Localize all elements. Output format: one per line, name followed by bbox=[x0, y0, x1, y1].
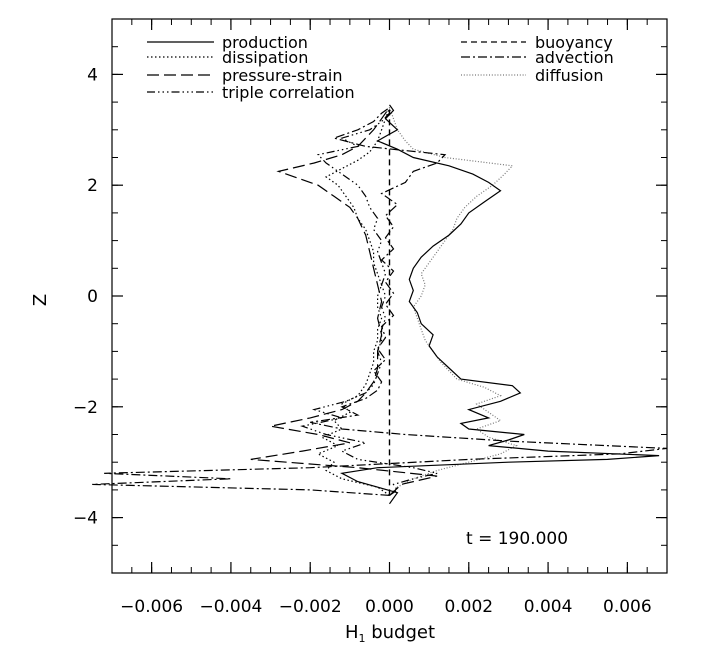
series-line-advection bbox=[92, 107, 668, 496]
y-tick-label: −2 bbox=[73, 398, 98, 418]
legend-label-diffusion: diffusion bbox=[535, 66, 603, 85]
legend-label-production: production bbox=[222, 33, 308, 52]
legend: productiondissipationpressure-straintrip… bbox=[147, 33, 614, 102]
series-line-dissipation bbox=[316, 107, 391, 496]
x-tick-label: 0.006 bbox=[603, 597, 652, 617]
legend-label-buoyancy: buoyancy bbox=[535, 33, 613, 52]
y-tick-label: −4 bbox=[73, 509, 98, 529]
x-tick-label: −0.004 bbox=[199, 597, 262, 617]
axes: −0.006 −0.004 −0.002 0.000 0.002 0.004 0.006 −4… bbox=[73, 18, 668, 617]
x-axis-label-main: H bbox=[345, 622, 359, 643]
y-axis-label: Z bbox=[30, 294, 51, 306]
x-tick-label: 0.004 bbox=[524, 597, 573, 617]
x-axis-label: H1 budget bbox=[345, 622, 435, 645]
legend-label-triple-correlation: triple correlation bbox=[222, 83, 355, 102]
legend-label-advection: advection bbox=[535, 48, 614, 67]
x-axis-label-sub: 1 bbox=[359, 632, 366, 645]
series-line-diffusion bbox=[388, 107, 518, 496]
y-tick-label: 4 bbox=[87, 65, 98, 85]
series-line-pressure-strain bbox=[250, 107, 438, 496]
series-layer bbox=[92, 104, 668, 505]
annotation-time: t = 190.000 bbox=[466, 529, 568, 549]
series-line-production bbox=[340, 104, 660, 505]
x-axis-label-rest: budget bbox=[366, 622, 436, 643]
x-tick-label: 0.002 bbox=[444, 597, 493, 617]
x-tick-label: −0.002 bbox=[279, 597, 342, 617]
x-tick-label: −0.006 bbox=[120, 597, 183, 617]
legend-label-dissipation: dissipation bbox=[222, 48, 308, 67]
x-tick-label: 0.000 bbox=[365, 597, 414, 617]
legend-label-pressure-strain: pressure-strain bbox=[222, 66, 342, 85]
y-tick-label: 0 bbox=[87, 287, 98, 307]
y-tick-label: 2 bbox=[87, 176, 98, 196]
